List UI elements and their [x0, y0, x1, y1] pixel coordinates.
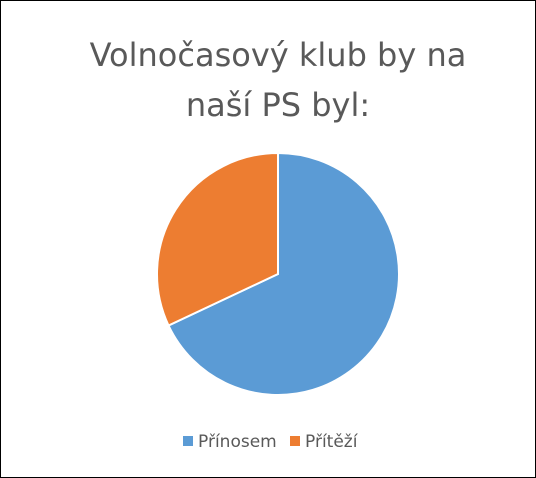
legend-label: Přínosem: [198, 432, 277, 452]
chart-title: Volnočasový klub by na naší PS byl:: [89, 36, 467, 124]
pie-slice: [156, 151, 279, 327]
legend-swatch: [183, 436, 193, 446]
legend-label: Přítěží: [305, 432, 359, 452]
legend-swatch: [290, 436, 300, 446]
pie-slice: [167, 151, 400, 396]
